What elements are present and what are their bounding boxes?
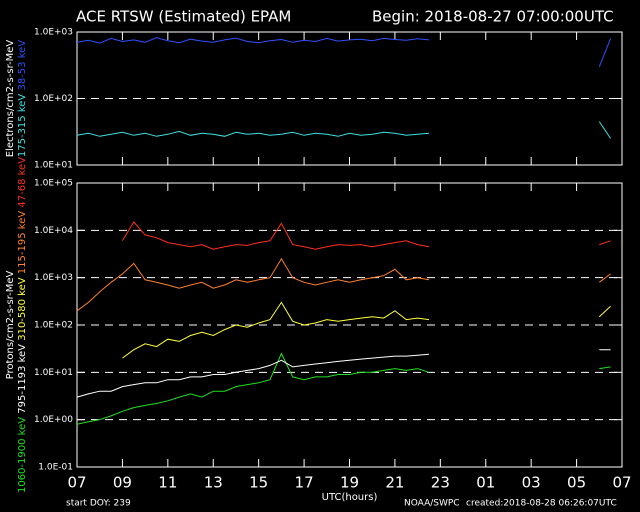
y-tick-label: 1.0E-01 [38, 463, 73, 473]
x-tick-label: 11 [158, 474, 177, 492]
y-tick-label: 1.0E+02 [34, 94, 73, 104]
legend-entry: 38-53 keV [17, 40, 28, 91]
y-tick-label: 1.0E+05 [34, 179, 73, 189]
series-line [76, 349, 611, 398]
y-axis-label: Electrons/cm2-s-sr-MeV [5, 40, 16, 158]
x-tick-label: 17 [295, 474, 314, 492]
legend-entry: 1060-1900 keV [17, 417, 28, 493]
x-tick-label: 23 [431, 474, 450, 492]
x-tick-label: 07 [67, 474, 86, 492]
y-tick-label: 1.0E+02 [34, 321, 73, 331]
title: ACE RTSW (Estimated) EPAM [76, 8, 291, 26]
x-tick-label: 19 [340, 474, 359, 492]
legend-entry: 47-68 keV [17, 157, 28, 208]
x-tick-label: 07 [612, 474, 631, 492]
created: created:2018-08-28 06:26:07UTC [466, 499, 617, 509]
series-line [122, 301, 611, 359]
series-line [76, 121, 612, 139]
start-doy: start DOY: 239 [66, 499, 131, 509]
series-line [76, 37, 612, 67]
x-tick-label: 21 [385, 474, 404, 492]
y-tick-label: 1.0E+03 [34, 273, 73, 283]
legend: 175-315 keV 38-53 keV [17, 40, 28, 157]
legend: 1060-1900 keV 795-1193 keV 310-580 keV 1… [17, 157, 28, 493]
legend-entry: 310-580 keV [17, 277, 28, 341]
legend-entry: 175-315 keV [17, 94, 28, 158]
legend-entry: 795-1193 keV [17, 344, 28, 414]
y-axis-label: Protons/cm2-s-sr-MeV [5, 270, 16, 379]
begin-time: Begin: 2018-08-27 07:00:00UTC [372, 8, 614, 26]
y-tick-label: 1.0E+04 [34, 226, 73, 236]
y-tick-label: 1.0E+01 [34, 368, 73, 378]
x-tick-label: 15 [249, 474, 268, 492]
series-line [76, 352, 611, 425]
x-tick-label: 01 [476, 474, 495, 492]
y-tick-label: 1.0E+01 [34, 161, 73, 171]
legend-entry: 115-195 keV [17, 211, 28, 275]
series-line [76, 257, 611, 312]
x-tick-label: 09 [113, 474, 132, 492]
y-tick-label: 1.0E+03 [34, 28, 73, 38]
source: NOAA/SWPC [404, 499, 460, 509]
x-tick-label: 13 [204, 474, 223, 492]
x-axis-label: UTC(hours) [322, 492, 378, 503]
series-line [121, 221, 611, 250]
x-tick-label: 03 [522, 474, 541, 492]
x-tick-label: 05 [567, 474, 586, 492]
y-tick-label: 1.0E+00 [34, 415, 73, 425]
